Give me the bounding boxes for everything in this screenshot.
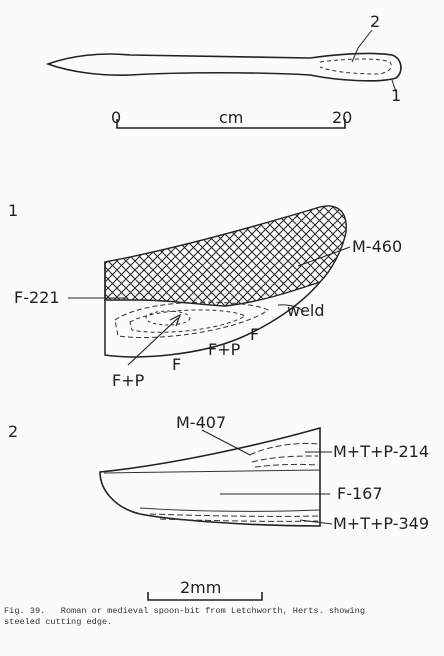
scale-bar-mm-label: 2mm: [180, 578, 221, 597]
label-f-right: F: [250, 325, 259, 344]
section-2-number: 2: [8, 422, 18, 441]
section-1-grain-inner: [145, 310, 191, 326]
label-fp-left: F+P: [112, 371, 145, 390]
label-mtp-349: M+T+P-349: [333, 514, 429, 533]
spoon-bit-inner-line: [319, 58, 392, 75]
section-1-grain-mid: [129, 309, 247, 333]
section-1-arrow-fp: [127, 317, 179, 366]
section-1-drawing: M-460 F-221 weld F F+P F F+P: [14, 205, 402, 390]
label-m-460: M-460: [352, 237, 402, 256]
scale-end-label: 20: [332, 108, 352, 127]
section-2-drawing: M-407 M+T+P-214 F-167 M+T+P-349: [99, 413, 429, 533]
label-fp-mid: F+P: [208, 340, 241, 359]
spoon-bit-overview: 2 1: [45, 12, 402, 105]
section-1-grain-outer: [114, 301, 269, 339]
section-1-arrow-head: [169, 313, 182, 327]
callout-1-line: [391, 79, 397, 93]
section-2-lower-line: [139, 507, 321, 512]
section-2-m407-leader: [201, 429, 251, 456]
callout-1-label: 1: [391, 86, 401, 105]
label-f-221: F-221: [14, 288, 60, 307]
label-f-mid: F: [172, 355, 181, 374]
section-2-upper-line: [103, 469, 321, 474]
scale-start-label: 0: [111, 108, 121, 127]
scale-unit-label: cm: [219, 108, 243, 127]
section-2-mtp349-leader: [299, 519, 333, 525]
scale-bar-cm-line: [116, 119, 346, 129]
label-f-167: F-167: [337, 484, 383, 503]
section-1-m460-leader: [297, 246, 351, 267]
section-2-grain-top: [249, 442, 319, 468]
callout-2-line: [351, 29, 373, 63]
scale-bar-cm: 0 cm 20: [111, 108, 352, 129]
section-1-hatched-area: [104, 205, 347, 307]
label-weld: weld: [287, 301, 325, 320]
section-1-outline: [104, 262, 321, 358]
scale-bar-mm-line: [147, 592, 263, 601]
section-2-outline: [99, 426, 321, 527]
section-2-grain-bottom: [149, 513, 319, 522]
label-mtp-214: M+T+P-214: [333, 442, 429, 461]
scale-bar-mm: 2mm: [147, 578, 263, 601]
callout-2-label: 2: [370, 12, 380, 31]
spoon-bit-outline: [45, 52, 402, 82]
figure-caption: Fig. 39. Roman or medieval spoon-bit fro…: [4, 606, 365, 627]
section-1-weld-line: [277, 304, 305, 313]
section-1-number: 1: [8, 201, 18, 220]
label-m-407: M-407: [176, 413, 226, 432]
